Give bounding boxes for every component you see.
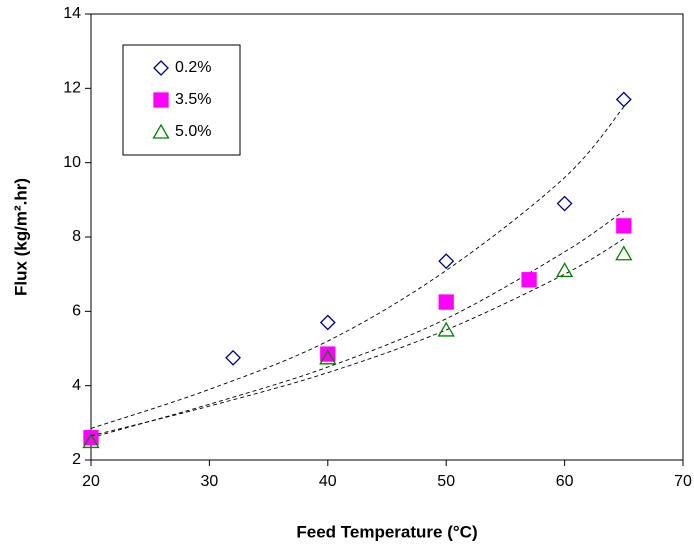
legend-marker: [152, 123, 170, 139]
data-point: [556, 195, 573, 212]
legend-marker: [153, 60, 169, 76]
x-tick-label: 50: [437, 473, 455, 490]
y-tick-label: 4: [72, 377, 81, 394]
x-tick-label: 60: [556, 473, 574, 490]
x-tick-label: 20: [82, 473, 100, 490]
data-point: [555, 262, 574, 278]
data-point: [319, 349, 337, 365]
data-point: [615, 91, 632, 108]
data-point: [319, 314, 336, 331]
legend-box: [122, 44, 241, 156]
y-tick-label: 6: [72, 303, 81, 320]
y-tick-label: 8: [72, 228, 81, 245]
legend-label: 5.0%: [175, 123, 211, 140]
data-point: [437, 321, 455, 337]
x-tick-label: 70: [674, 473, 692, 490]
data-point: [438, 294, 454, 310]
x-tick-label: 40: [319, 473, 337, 490]
y-tick-label: 12: [63, 80, 81, 97]
data-point: [616, 218, 632, 234]
data-point: [438, 253, 455, 270]
trendline: [90, 238, 625, 437]
x-axis-label: Feed Temperature (°C): [296, 522, 477, 541]
data-point: [615, 245, 633, 261]
y-axis-label: Flux (kg/m².hr): [11, 178, 30, 296]
legend-marker: [153, 92, 169, 108]
data-point: [225, 349, 241, 366]
trendline: [90, 106, 625, 429]
trendline: [90, 210, 625, 439]
legend-label: 0.2%: [175, 59, 211, 76]
data-point: [82, 433, 100, 449]
y-tick-label: 10: [63, 154, 81, 171]
data-point: [521, 272, 537, 288]
x-tick-label: 30: [201, 473, 219, 490]
y-tick-label: 14: [63, 5, 81, 22]
legend-label: 3.5%: [175, 91, 211, 108]
y-tick-label: 2: [72, 451, 81, 468]
